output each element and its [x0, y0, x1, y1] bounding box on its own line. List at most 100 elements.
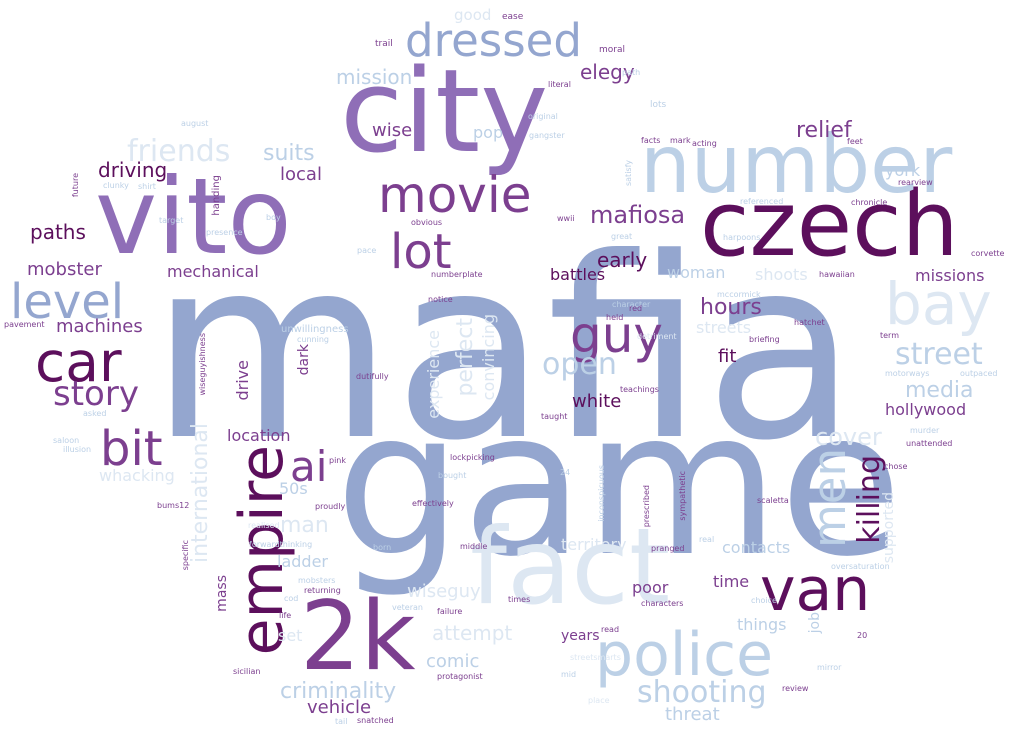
word-moral: moral: [599, 45, 625, 55]
word-read: read: [601, 625, 620, 634]
word-pranged: pranged: [651, 544, 685, 553]
word-pink: pink: [329, 456, 347, 465]
word-hawaiian: hawaiian: [819, 270, 855, 279]
word-good: good: [454, 6, 492, 24]
word-woman: woman: [667, 263, 726, 282]
word-notice: notice: [428, 295, 453, 304]
word-shoots: shoots: [755, 265, 808, 284]
word-white: white: [572, 391, 622, 412]
word-numberplate: numberplate: [431, 270, 483, 279]
word-20: 20: [857, 631, 868, 640]
word-facts: facts: [641, 136, 661, 145]
word-presence: presence: [206, 228, 243, 237]
word-inconspicuous: inconspicuous: [597, 465, 606, 522]
word-chronicle: chronicle: [851, 198, 888, 207]
word-protagonist: protagonist: [437, 672, 483, 681]
word-dressed: dressed: [405, 14, 582, 67]
word-story: story: [53, 374, 139, 414]
word-cod: cod: [284, 594, 299, 603]
word-cunning: cunning: [297, 335, 329, 344]
word-snatched: snatched: [357, 716, 394, 725]
word-friends: friends: [127, 134, 231, 169]
word-path: path: [622, 68, 641, 77]
word-ai: ai: [290, 442, 328, 491]
word-location: location: [227, 426, 291, 445]
word-years: years: [561, 628, 600, 644]
word-guy: guy: [570, 306, 664, 364]
word-satisfy: satisfy: [624, 160, 633, 187]
word-veteran: veteran: [392, 603, 423, 612]
word-boy: boy: [266, 213, 281, 222]
word-sicilian: sicilian: [233, 667, 261, 676]
word-drive: drive: [233, 360, 252, 401]
word-taught: taught: [541, 412, 568, 421]
word-motorways: motorways: [885, 369, 930, 378]
word-man: man: [280, 513, 329, 538]
word-number: number: [640, 118, 953, 211]
word-murder: murder: [910, 426, 940, 435]
word-lots: lots: [650, 100, 667, 110]
word-illusion: illusion: [63, 445, 92, 454]
word-corvette: corvette: [971, 249, 1005, 258]
word-lockpicking: lockpicking: [450, 453, 495, 462]
word-lot: lot: [390, 224, 452, 280]
word-50s: 50s: [279, 479, 308, 498]
word-saloon: saloon: [53, 436, 80, 445]
word-chose: chose: [884, 462, 908, 471]
word-mirror: mirror: [817, 663, 842, 672]
word-international: international: [188, 423, 213, 564]
word-term: term: [880, 331, 899, 340]
word-mafiosa: mafiosa: [590, 201, 686, 229]
word-local: local: [280, 164, 322, 185]
word-wiseguyishness: wiseguyishness: [198, 333, 207, 396]
word-territory: territory: [561, 535, 627, 554]
word-dutifully: dutifully: [356, 372, 389, 381]
word-open: open: [542, 347, 617, 382]
word-wiseguys: wiseguys: [407, 581, 491, 602]
word-failure: failure: [437, 607, 463, 616]
word-realised: realised: [248, 521, 280, 530]
word-things: things: [737, 615, 787, 634]
word-suits: suits: [263, 141, 315, 166]
word-bit: bit: [100, 421, 163, 477]
word-red: red: [629, 304, 643, 313]
word-clunky: clunky: [103, 181, 129, 190]
word-life: life: [279, 611, 292, 620]
word-ease: ease: [502, 12, 524, 22]
word-wise: wise: [372, 120, 413, 141]
word-choice: choice: [751, 596, 777, 605]
word-czech: czech: [700, 172, 959, 277]
word-bought: bought: [438, 471, 467, 480]
word-pavement: pavement: [4, 320, 45, 329]
word-target: target: [159, 216, 184, 225]
word-contacts: contacts: [722, 538, 791, 557]
word-feet: feet: [847, 137, 863, 146]
word-mechanical: mechanical: [167, 262, 259, 281]
word-times: times: [508, 595, 531, 604]
word-scaletta: scaletta: [757, 496, 789, 505]
word-24: 24: [560, 468, 571, 477]
word-proudly: proudly: [315, 502, 346, 511]
word-elegy: elegy: [580, 60, 635, 84]
word-york: york: [885, 161, 921, 180]
word-august: august: [181, 119, 209, 128]
word-mark: mark: [670, 136, 691, 145]
word-oversaturation: oversaturation: [831, 562, 890, 571]
word-born: born: [373, 543, 392, 552]
word-returning: returning: [304, 586, 341, 595]
word-pop: pop: [473, 123, 504, 142]
word-pace: pace: [357, 246, 377, 255]
word-streetsmarts: streetsmarts: [570, 653, 621, 662]
word-future: future: [71, 173, 80, 198]
word-mid: mid: [561, 670, 577, 679]
word-held: held: [606, 313, 624, 322]
word-real: real: [699, 535, 715, 544]
word-middle: middle: [460, 542, 488, 551]
word-fact: fact: [470, 506, 671, 628]
word-gangster: gangster: [529, 131, 565, 140]
word-forwardthinking: forwardthinking: [249, 540, 313, 549]
word-trail: trail: [375, 39, 393, 49]
word-attempt: attempt: [432, 621, 513, 645]
word-mccormick: mccormick: [717, 290, 761, 299]
